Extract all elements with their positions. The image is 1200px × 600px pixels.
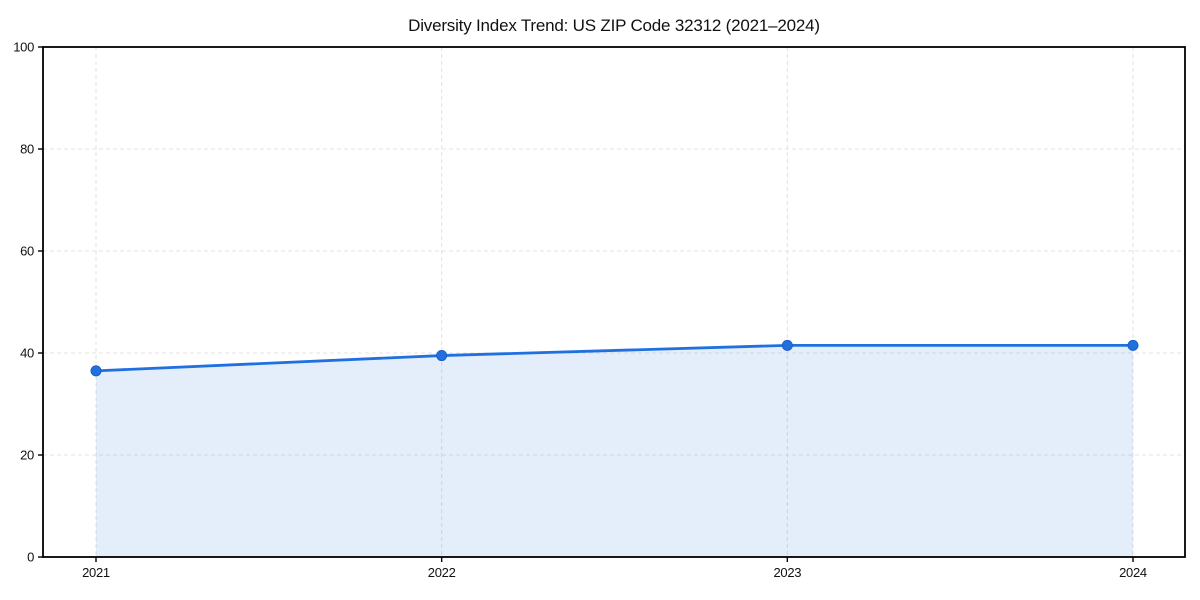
y-tick-label: 20 — [20, 448, 34, 463]
trend-line — [94, 343, 1135, 373]
data-point — [1127, 339, 1139, 351]
data-point — [436, 350, 448, 362]
y-tick-label: 100 — [13, 40, 34, 55]
data-point — [90, 365, 102, 377]
x-tick-label: 2023 — [773, 565, 801, 580]
area-fill — [96, 345, 1133, 557]
plot-area: 0 20 40 60 80 100 2021 2022 2023 2024 — [13, 40, 1186, 580]
data-point — [781, 339, 793, 351]
y-tick-label: 40 — [20, 346, 34, 361]
plot-border — [42, 46, 1186, 558]
x-tick-label: 2022 — [428, 565, 456, 580]
x-tick-label: 2024 — [1119, 565, 1147, 580]
y-tick-label: 60 — [20, 244, 34, 259]
y-tick-label: 80 — [20, 142, 34, 157]
x-tick-label: 2021 — [82, 565, 110, 580]
y-tick-label: 0 — [27, 550, 34, 565]
chart-title: Diversity Index Trend: US ZIP Code 32312… — [408, 16, 820, 35]
